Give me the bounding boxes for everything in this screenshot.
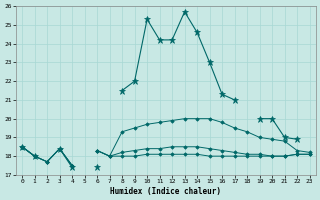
X-axis label: Humidex (Indice chaleur): Humidex (Indice chaleur) — [110, 187, 221, 196]
